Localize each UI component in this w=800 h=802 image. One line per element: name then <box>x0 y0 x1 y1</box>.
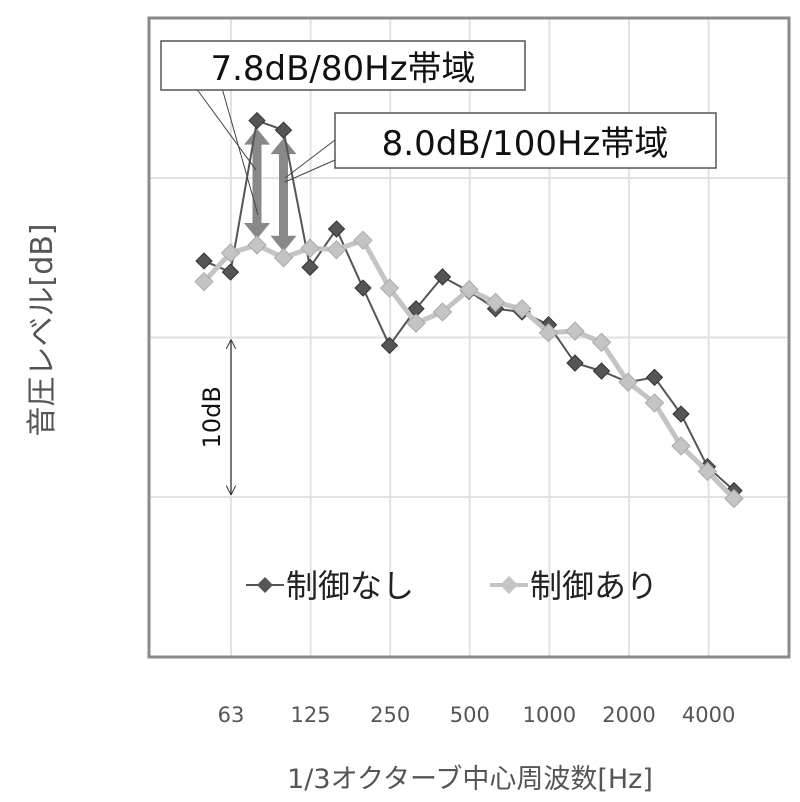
data-point <box>354 279 372 297</box>
data-point <box>672 405 690 423</box>
x-tick-label: 500 <box>450 703 490 727</box>
x-tick-label: 250 <box>370 703 410 727</box>
data-point <box>353 230 373 250</box>
data-point <box>618 372 638 392</box>
annotation-box-80hz <box>160 40 526 91</box>
x-tick-label: 1000 <box>523 703 576 727</box>
data-point <box>566 354 584 372</box>
data-point <box>195 252 213 270</box>
x-tick-label: 63 <box>218 703 245 727</box>
data-point <box>512 299 532 319</box>
leader-line <box>195 87 257 171</box>
data-point <box>273 248 294 268</box>
data-point <box>697 461 718 482</box>
data-point <box>406 313 426 333</box>
plot-frame <box>147 16 791 659</box>
x-tick-label: 4000 <box>682 703 735 727</box>
data-point <box>432 302 453 322</box>
legend-label: 制御なし <box>286 567 414 605</box>
difference-arrow-head <box>244 222 270 239</box>
data-point <box>326 240 347 260</box>
leader-line <box>284 159 336 183</box>
data-point <box>565 321 585 341</box>
x-axis-label: 1/3オクターブ中心周波数[Hz] <box>287 764 653 795</box>
series-with-control <box>194 230 744 509</box>
legend-label: 制御あり <box>530 567 658 605</box>
data-point <box>301 258 319 277</box>
data-point <box>671 436 691 456</box>
y-axis-label: 音圧レベル[dB] <box>25 223 60 436</box>
legend-item: 制御なし <box>246 567 414 605</box>
data-point <box>220 243 241 263</box>
data-point <box>538 323 559 343</box>
data-point <box>274 121 293 139</box>
data-point <box>248 111 266 130</box>
data-point <box>459 279 479 300</box>
data-point <box>645 368 664 387</box>
data-point <box>724 488 744 509</box>
data-point <box>194 271 214 292</box>
data-point <box>300 238 320 258</box>
data-point <box>327 220 346 238</box>
scale-label-10db: 10dB <box>198 386 226 448</box>
data-point <box>221 263 240 281</box>
leader-line <box>221 87 259 216</box>
x-tick-labels: 63 125 250 500 1000 2000 4000 <box>218 703 736 727</box>
legend-item: 制御あり <box>490 567 658 605</box>
data-point <box>379 278 400 298</box>
data-point <box>380 336 399 355</box>
difference-arrow-head <box>270 138 297 155</box>
data-point <box>485 292 506 313</box>
difference-arrow-head <box>270 235 297 252</box>
annotation-box-100hz <box>334 112 717 169</box>
data-point <box>433 268 452 286</box>
x-tick-label: 125 <box>291 703 331 727</box>
data-point <box>644 393 665 413</box>
legend-marker <box>500 576 518 594</box>
legend: 制御なし 制御あり <box>246 567 658 605</box>
data-point <box>591 332 612 352</box>
leader-line <box>284 139 336 179</box>
legend-marker <box>257 577 273 593</box>
data-point <box>592 362 611 380</box>
annotation-80hz: 7.8dB/80Hz帯域 <box>210 49 475 89</box>
data-point <box>247 235 267 255</box>
annotation-100hz: 8.0dB/100Hz帯域 <box>382 124 669 164</box>
difference-arrow-head <box>244 128 270 145</box>
x-tick-label: 2000 <box>602 703 655 727</box>
